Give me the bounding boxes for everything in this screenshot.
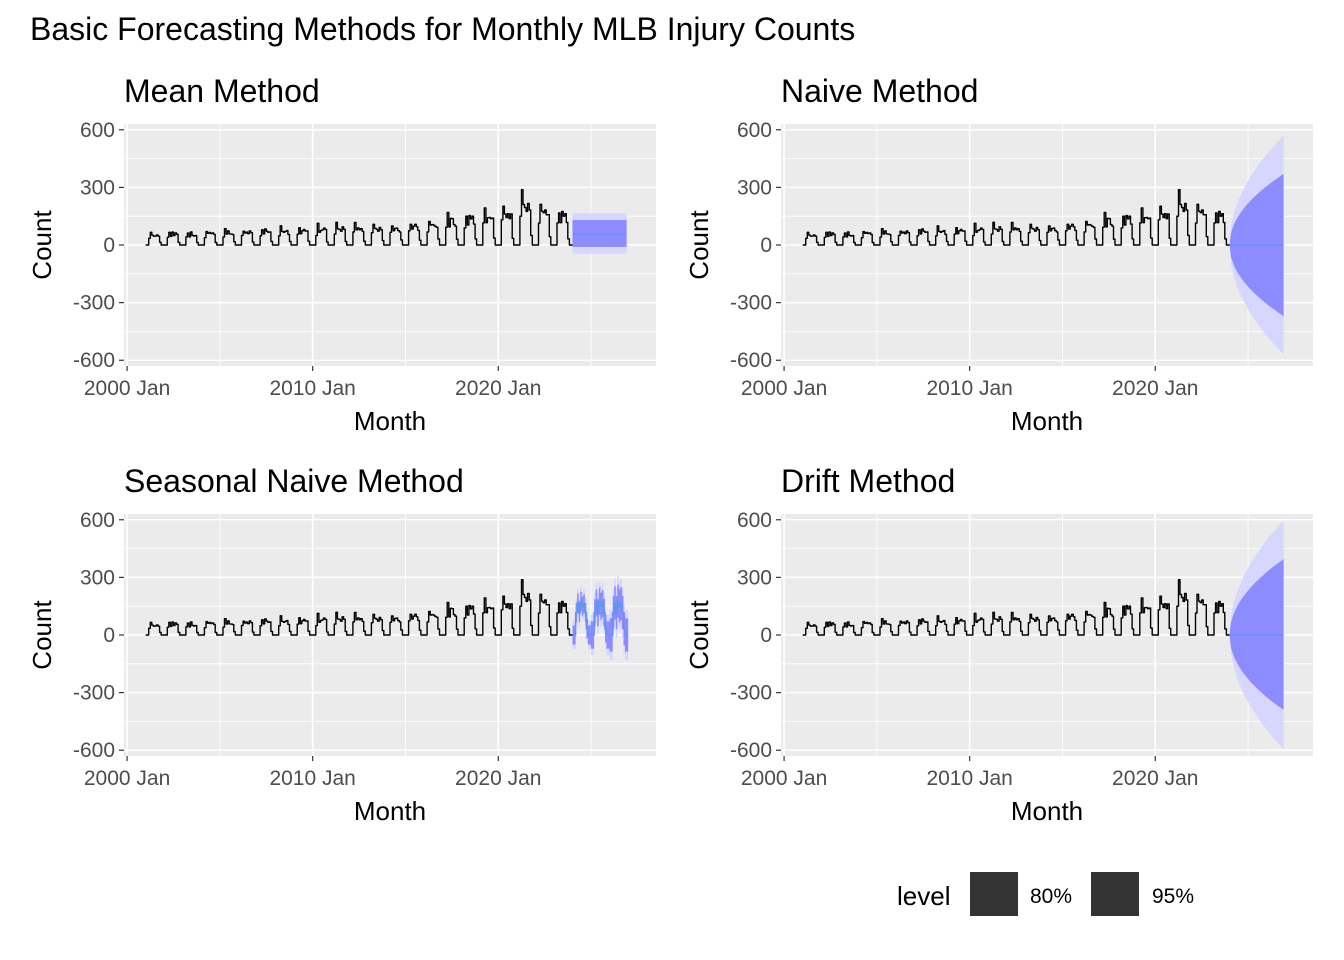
y-axis-label: Count <box>684 600 714 670</box>
y-tick-label: 0 <box>760 234 772 257</box>
legend-title: level <box>897 881 950 911</box>
y-tick-label: -600 <box>73 739 115 762</box>
x-tick-label: 2000 Jan <box>741 767 827 790</box>
y-tick-label: -600 <box>73 349 115 372</box>
forecast-line <box>572 600 629 636</box>
panel-title: Mean Method <box>124 73 320 109</box>
y-tick-label: 300 <box>80 176 115 199</box>
y-tick-label: 0 <box>103 234 115 257</box>
y-axis-label: Count <box>27 600 57 670</box>
y-tick-label: -300 <box>73 292 115 315</box>
y-tick-label: 600 <box>80 509 115 532</box>
y-tick-label: 300 <box>80 566 115 589</box>
panel-title: Drift Method <box>781 463 955 499</box>
panel-4: Drift Method 600 300 0 -300 -600 2000 Jan 2010 … <box>684 463 1313 826</box>
panel-1: Mean Method 600 300 0 -300 -600 2000 Jan 2010 J… <box>27 73 656 436</box>
history-line <box>802 579 1230 636</box>
x-axis-label: Month <box>354 796 426 826</box>
y-tick-label: -600 <box>730 349 772 372</box>
band-80 <box>572 584 629 652</box>
y-tick-label: 300 <box>737 566 772 589</box>
panel-2: Naive Method 600 300 0 -300 -600 2000 Jan 2010 … <box>684 73 1313 436</box>
y-tick-label: -300 <box>730 682 772 705</box>
y-tick-label: -300 <box>73 682 115 705</box>
panel-title: Seasonal Naive Method <box>124 463 464 499</box>
y-tick-label: 600 <box>737 119 772 142</box>
legend-label-95: 95% <box>1152 885 1194 908</box>
x-tick-label: 2010 Jan <box>269 767 355 790</box>
y-tick-label: -300 <box>730 292 772 315</box>
x-tick-label: 2010 Jan <box>926 767 1012 790</box>
x-tick-label: 2000 Jan <box>741 377 827 400</box>
x-axis-label: Month <box>354 406 426 436</box>
panels: Mean Method 600 300 0 -300 -600 2000 Jan 2010 J… <box>27 73 1313 826</box>
y-tick-label: 0 <box>760 624 772 647</box>
y-tick-label: 300 <box>737 176 772 199</box>
figure-title: Basic Forecasting Methods for Monthly ML… <box>30 11 855 47</box>
x-axis-label: Month <box>1011 406 1083 436</box>
x-tick-label: 2020 Jan <box>1112 767 1198 790</box>
legend-label-80: 80% <box>1030 885 1072 908</box>
panel-3: Seasonal Naive Method 600 300 0 -300 -600 2000… <box>27 463 656 826</box>
history-line <box>145 189 573 246</box>
y-tick-label: 0 <box>103 624 115 647</box>
y-tick-label: -600 <box>730 739 772 762</box>
panel-title: Naive Method <box>781 73 978 109</box>
legend-key-95 <box>1091 872 1139 916</box>
x-tick-label: 2020 Jan <box>1112 377 1198 400</box>
legend-key-80 <box>970 872 1018 916</box>
x-axis-label: Month <box>1011 796 1083 826</box>
y-axis-label: Count <box>684 210 714 280</box>
x-tick-label: 2000 Jan <box>84 767 170 790</box>
x-tick-label: 2020 Jan <box>455 377 541 400</box>
x-tick-label: 2010 Jan <box>926 377 1012 400</box>
x-tick-label: 2010 Jan <box>269 377 355 400</box>
y-tick-label: 600 <box>80 119 115 142</box>
y-axis-label: Count <box>27 210 57 280</box>
legend: level 80% 95% <box>897 872 1194 916</box>
y-tick-label: 600 <box>737 509 772 532</box>
x-tick-label: 2020 Jan <box>455 767 541 790</box>
x-tick-label: 2000 Jan <box>84 377 170 400</box>
history-line <box>802 189 1230 246</box>
history-line <box>145 579 573 636</box>
